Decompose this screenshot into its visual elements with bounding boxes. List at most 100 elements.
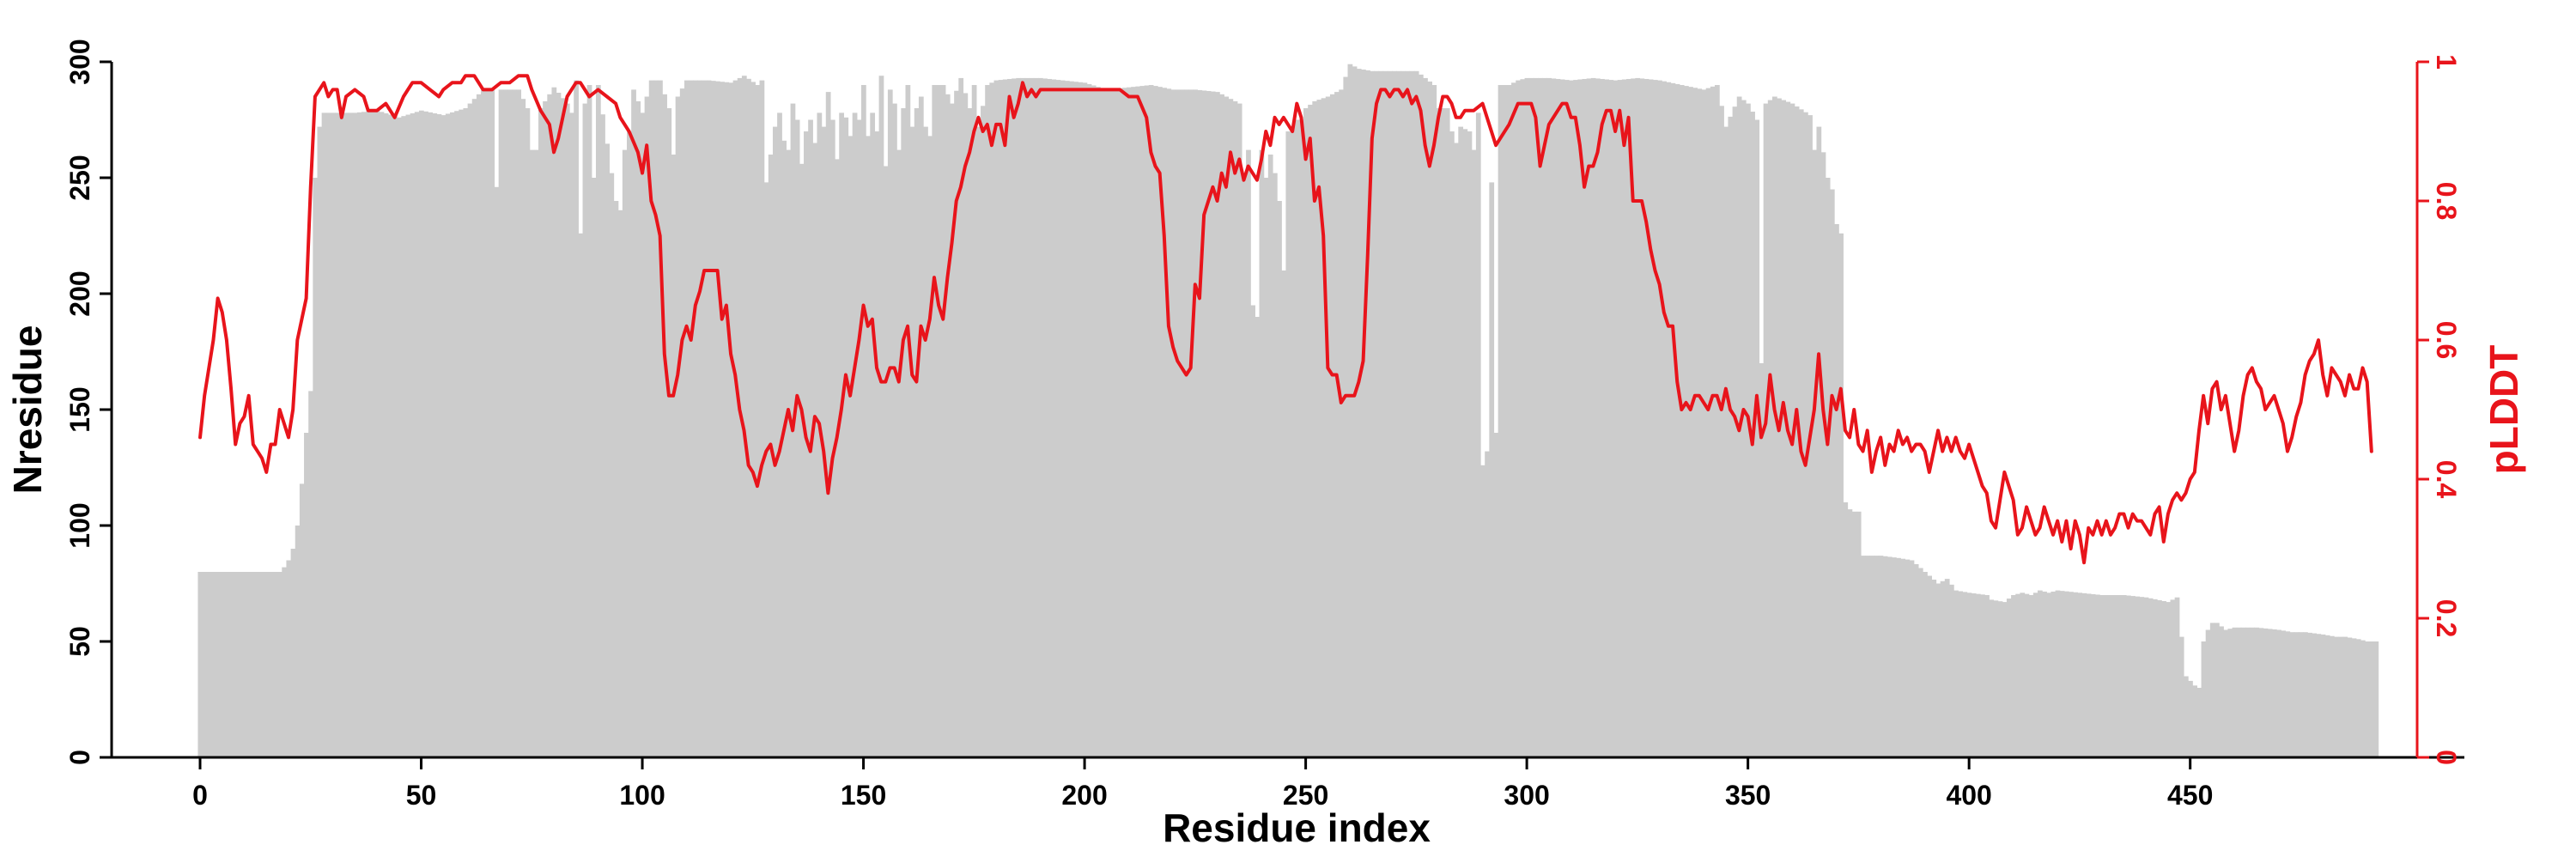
bar [2324,635,2330,757]
bar [1431,85,1437,757]
bar [1303,108,1309,757]
bar [1148,85,1154,757]
bar [2006,599,2012,757]
bar [1953,590,1959,757]
bar [892,103,897,758]
y-right-tick-label: 0.4 [2431,460,2462,499]
bar [1851,511,1857,757]
bar [1935,583,1941,757]
bar [2002,602,2008,757]
bar [1573,80,1578,757]
bar [1343,76,1349,758]
x-tick-label: 250 [1283,780,1328,811]
bar [1498,85,1504,757]
bar [2112,595,2118,757]
bar [1564,80,1570,757]
bar [1078,82,1084,757]
bar [1047,78,1053,758]
bar [436,114,442,757]
bar [1569,80,1574,758]
bar [1210,91,1216,757]
bar [2245,627,2251,757]
bar [648,80,654,758]
bar [2126,595,2131,757]
bar [1480,465,1485,757]
bar [860,85,866,757]
bar [923,126,928,758]
bar [1838,233,1844,757]
bar [2086,593,2092,757]
bar [2351,638,2357,757]
bar [2201,641,2207,757]
bar [1520,79,1526,757]
bar [286,560,292,757]
bar [998,80,1004,757]
bar [2094,594,2100,757]
bar [2365,641,2370,757]
bar [1595,78,1601,757]
bar [1246,149,1251,758]
bar [2342,636,2348,757]
bar [1948,584,1954,757]
bar [1674,83,1680,758]
y-right-axis-label: pLDDT [2482,345,2526,475]
bar [2271,629,2277,757]
bar [1382,70,1388,758]
bar [750,82,756,757]
bar [339,112,344,757]
bar [1405,70,1411,758]
bar [1860,556,1866,757]
bar [317,126,323,758]
bar [1865,556,1870,757]
bar [1121,88,1127,758]
bar [945,94,951,758]
y-left-tick-label: 50 [64,626,95,657]
bar [304,433,309,757]
bar [481,89,486,757]
bar [366,111,371,757]
bar [1502,85,1508,757]
bar [299,483,305,757]
bar [2205,629,2211,757]
bar [1409,70,1415,758]
bar [1944,579,1950,757]
bar [1896,557,1901,757]
bar [640,112,646,757]
bar [498,89,504,757]
y-right-tick-label: 0 [2431,750,2462,765]
bar [361,112,367,757]
bar [1109,88,1115,758]
bar [1962,592,1968,757]
bar [1489,182,1495,757]
bar [804,131,809,757]
bar [1767,100,1773,758]
bar [1878,556,1884,757]
bar [1440,108,1446,757]
bar [1113,88,1119,757]
bar [1984,595,1990,757]
bar [1290,126,1296,758]
bar [463,108,469,757]
bar [975,126,981,758]
x-tick-label: 350 [1725,780,1771,811]
bar [631,89,636,757]
bar [494,186,500,758]
bar [268,572,274,757]
bar [560,98,566,758]
y-left-tick-label: 150 [64,386,95,432]
bar [1162,88,1167,758]
x-tick-label: 0 [192,780,208,811]
bar [414,112,420,757]
bar [1267,155,1273,757]
bar [2081,593,2087,757]
bar [582,103,588,758]
y-left-axis-label: Nresidue [5,325,50,495]
bar [950,103,955,758]
y-right-tick-label: 0.8 [2431,182,2462,220]
bar [2024,593,2030,757]
bar [693,80,699,758]
bar [321,112,327,757]
bar [1798,109,1804,758]
bar [2307,632,2312,758]
